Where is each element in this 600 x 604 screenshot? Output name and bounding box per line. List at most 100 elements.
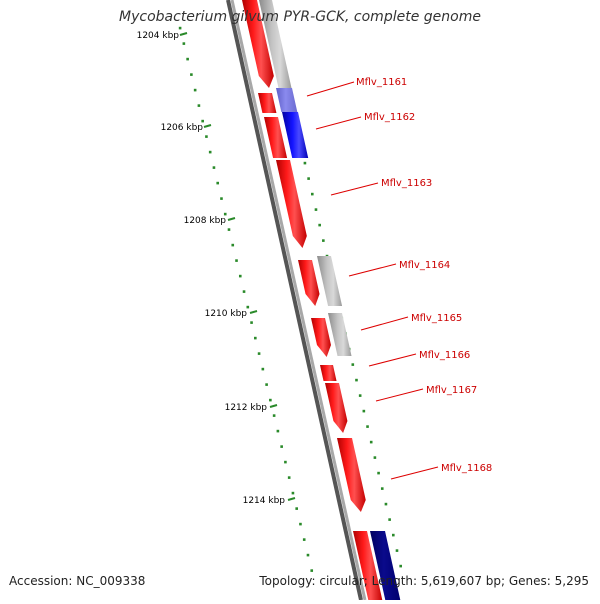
gene-forward-block	[353, 531, 383, 600]
scale-tick	[249, 310, 258, 314]
gc-inner-mark	[216, 181, 220, 185]
gene-callout-line	[330, 182, 379, 196]
gene-label[interactable]: Mflv_1167	[426, 385, 477, 396]
gc-outer-mark	[318, 223, 321, 227]
gc-inner-mark	[246, 305, 250, 309]
gc-inner-mark	[208, 150, 212, 154]
genome-summary-label: Topology: circular; Length: 5,619,607 bp…	[259, 574, 589, 588]
gc-outer-mark	[388, 518, 391, 521]
gene-other-block	[276, 88, 298, 112]
gene-label[interactable]: Mflv_1161	[356, 77, 407, 88]
gc-inner-mark	[276, 429, 280, 433]
scale-label: 1206 kbp	[161, 123, 204, 133]
gene-blue-block	[282, 112, 309, 158]
gc-inner-mark	[261, 367, 265, 371]
gc-inner-mark	[257, 352, 261, 355]
gene-callout-line	[375, 388, 424, 402]
gene-forward-block	[320, 365, 337, 381]
gc-outer-mark	[358, 394, 362, 397]
gc-inner-mark	[235, 259, 238, 262]
gc-outer-mark	[355, 378, 358, 382]
gene-dark-blue-block	[370, 531, 401, 600]
gc-inner-mark	[212, 166, 216, 169]
gc-outer-mark	[351, 363, 355, 366]
gc-inner-mark	[193, 88, 197, 92]
gene-other-block	[259, 0, 292, 88]
accession-label: Accession: NC_009338	[9, 574, 146, 588]
gene-forward-block	[264, 117, 288, 158]
gc-inner-mark	[284, 460, 287, 464]
gc-inner-mark	[287, 476, 291, 479]
scale-label: 1210 kbp	[205, 309, 248, 319]
scale-tick-group: 1204 kbp 1206 kbp 1208 kbp 1210 kbp 1212 kbp…	[137, 31, 296, 506]
gene-forward-block	[276, 160, 307, 248]
gc-inner-mark	[223, 212, 227, 216]
gc-outer-mark	[377, 471, 380, 475]
gc-inner-mark	[190, 73, 193, 76]
gc-inner-mark	[242, 290, 246, 293]
gene-forward-block	[337, 438, 366, 512]
scale-label: 1204 kbp	[137, 31, 180, 41]
scale-tick	[269, 404, 278, 408]
gene-label[interactable]: Mflv_1168	[441, 463, 492, 474]
gene-callouts: Mflv_1161 Mflv_1162 Mflv_1163 Mflv_1164 Mflv…	[306, 77, 492, 480]
gc-inner-mark	[295, 507, 298, 510]
gc-inner-mark	[280, 445, 283, 448]
gene-label[interactable]: Mflv_1163	[381, 178, 432, 189]
scale-tick	[179, 32, 188, 36]
gc-inner-mark	[220, 197, 223, 200]
gene-forward-block	[242, 0, 274, 88]
gc-inner-mark	[254, 336, 257, 340]
gc-outer-mark	[392, 533, 395, 537]
gene-label[interactable]: Mflv_1165	[411, 313, 462, 324]
gc-outer-mark	[399, 564, 402, 568]
gc-outer-mark	[303, 161, 307, 165]
gene-label[interactable]: Mflv_1162	[364, 112, 415, 123]
gc-inner-mark	[186, 57, 189, 61]
gc-outer-mark	[373, 456, 377, 459]
gene-callout-line	[315, 116, 362, 130]
gene-track	[242, 0, 401, 600]
gc-inner-mark	[269, 398, 272, 402]
gc-outer-mark	[362, 409, 366, 413]
map-title: Mycobacterium gilvum PYR-GCK, complete g…	[119, 9, 481, 25]
gc-inner-mark	[238, 274, 242, 278]
scale-tick	[287, 497, 296, 501]
gc-inner-mark	[205, 135, 208, 138]
gc-inner-mark	[227, 228, 231, 231]
gene-forward-block	[311, 318, 331, 357]
gc-inner-mark	[201, 119, 204, 123]
scale-tick	[203, 124, 212, 128]
gene-callout-line	[390, 466, 439, 480]
gc-outer-mark	[310, 192, 314, 196]
gc-outer-mark	[384, 502, 388, 506]
gc-inner-mark	[197, 104, 201, 107]
gc-inner-mark	[291, 491, 295, 495]
gc-outer-mark	[314, 208, 318, 211]
gc-inner-mark	[310, 569, 314, 572]
gc-inner-mark	[178, 26, 182, 30]
backbone-shadow-line	[226, 0, 363, 601]
gc-inner-mark	[250, 321, 253, 324]
gc-outer-mark	[369, 440, 373, 444]
gc-inner-mark	[306, 553, 310, 557]
gc-inner-mark	[231, 243, 235, 247]
gc-outer-mark	[380, 487, 384, 490]
gene-forward-block	[258, 93, 277, 113]
backbone-line	[230, 0, 367, 601]
gc-inner-mark	[272, 414, 276, 417]
gene-label[interactable]: Mflv_1166	[419, 350, 470, 361]
gc-outer-mark	[366, 425, 369, 428]
gene-forward-block	[298, 260, 320, 306]
gc-inner-mark	[182, 42, 186, 45]
gene-label[interactable]: Mflv_1164	[399, 260, 450, 271]
gene-forward-block	[325, 383, 348, 433]
gene-other-block	[328, 313, 352, 356]
backbone	[226, 0, 367, 601]
gene-other-block	[317, 256, 343, 306]
gc-inner-mark	[302, 538, 306, 541]
gc-outer-mark	[322, 239, 325, 242]
scale-label: 1214 kbp	[243, 496, 286, 506]
